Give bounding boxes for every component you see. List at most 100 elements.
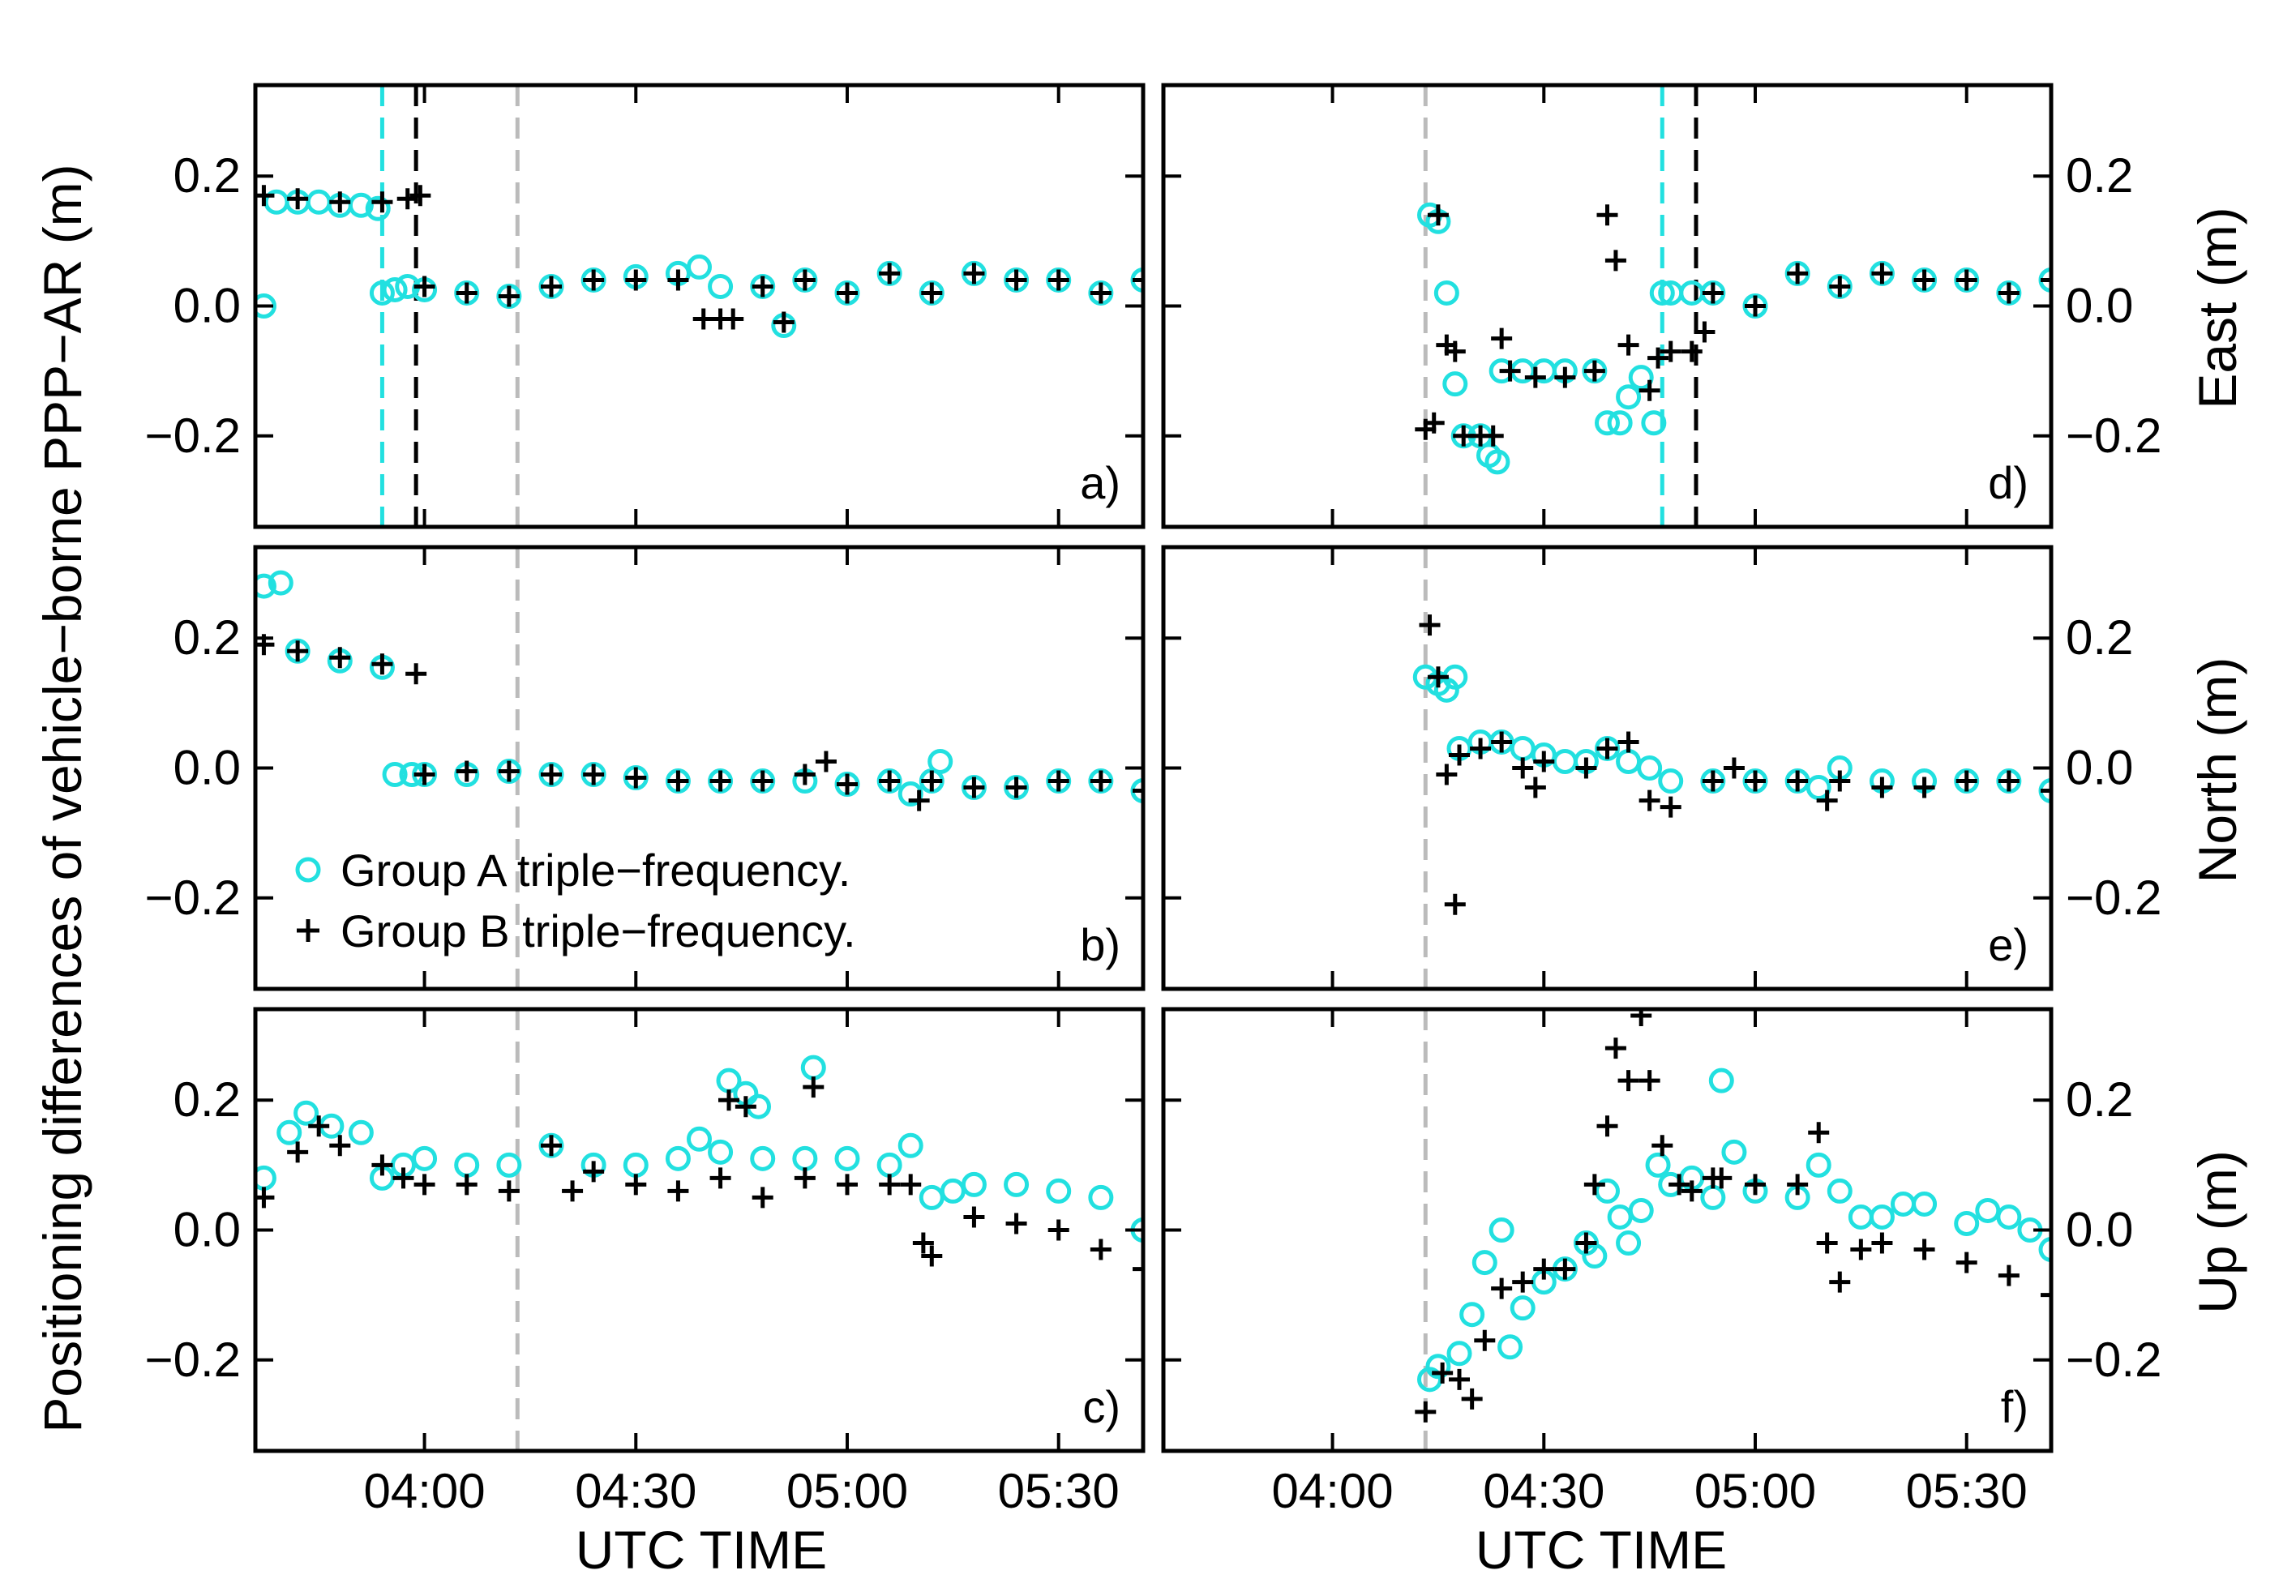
panel-d-plot-area: [1415, 202, 2051, 475]
group-b-point: [625, 269, 647, 291]
right-label-north: North (m): [2187, 657, 2247, 884]
y-tick-label: −0.2: [2066, 1333, 2161, 1387]
legend: Group A triple−frequency. Group B triple…: [295, 845, 856, 956]
panel-label-d: d): [1988, 457, 2028, 508]
group-b-point: [837, 1174, 858, 1196]
group-b-point: [921, 770, 943, 792]
group-a-point: [1607, 1204, 1633, 1230]
group-b-point: [1461, 1388, 1483, 1410]
group-a-point: [1595, 410, 1620, 436]
group-b-point: [1617, 731, 1639, 753]
group-b-point: [392, 1167, 414, 1189]
group-b-point: [879, 263, 901, 285]
group-a-point: [750, 1145, 776, 1171]
group-b-point: [1702, 282, 1724, 304]
group-b-point: [1583, 360, 1605, 382]
group-b-point: [1998, 282, 2020, 304]
group-b-point: [1554, 1258, 1576, 1280]
panel-d-frame: [1161, 83, 2054, 529]
y-axis-title: Positioning differences of vehicle−borne…: [32, 164, 92, 1432]
group-b-point: [371, 653, 393, 675]
panel-f-plot-area: [1415, 1009, 2051, 1423]
group-b-point: [794, 269, 816, 291]
group-b-point: [667, 269, 689, 291]
panel-a-frame: [253, 83, 1146, 529]
panel-d: 0.2 0.0 −0.2 d): [1161, 83, 2161, 529]
group-a-point: [1489, 1217, 1514, 1243]
group-b-point: [718, 1089, 739, 1111]
y-tick-label: −0.2: [145, 1333, 241, 1387]
group-b-point: [1617, 334, 1639, 356]
group-a-point: [1645, 1152, 1671, 1178]
group-a-point: [1700, 1184, 1726, 1210]
panel-label-e: e): [1988, 919, 2028, 970]
group-b-point: [1829, 1271, 1851, 1293]
x-tick-label: 04:00: [363, 1464, 485, 1518]
group-b-point: [1998, 770, 2020, 792]
group-b-point: [625, 767, 647, 789]
group-b-point: [1090, 282, 1112, 304]
group-a-point: [1975, 1197, 2001, 1223]
y-tick-label: 0.0: [2066, 741, 2133, 795]
group-b-point: [912, 1232, 934, 1254]
y-tick-label: 0.2: [2066, 1072, 2133, 1127]
group-a-point: [708, 273, 734, 299]
group-a-point: [348, 192, 374, 218]
group-b-point: [287, 188, 309, 210]
group-b-point: [413, 764, 435, 785]
group-a-point: [1552, 748, 1578, 774]
group-b-point: [1723, 757, 1745, 779]
group-b-point: [1596, 1115, 1618, 1137]
legend-marker-group-a: [295, 857, 321, 883]
group-b-point: [1660, 340, 1681, 362]
group-b-point: [498, 285, 520, 307]
group-b-point: [900, 1174, 922, 1196]
panel-b-plot-area: [255, 570, 1143, 811]
group-a-point: [454, 1152, 480, 1178]
group-b-point: [1533, 751, 1555, 772]
legend-label-group-b: Group B triple−frequency.: [341, 905, 856, 956]
group-b-point: [794, 764, 816, 785]
group-b-point: [1787, 1174, 1809, 1196]
y-tick-label: −0.2: [145, 871, 241, 925]
group-a-point: [1806, 775, 1831, 801]
group-a-point: [369, 280, 395, 306]
group-a-point: [897, 781, 923, 807]
group-b-point: [1829, 276, 1851, 297]
group-b-point: [1711, 1167, 1733, 1189]
group-a-point: [1637, 755, 1663, 781]
group-b-point: [752, 276, 773, 297]
group-b-point: [1630, 1009, 1652, 1027]
group-a-point: [365, 195, 391, 221]
group-a-point: [1912, 1191, 1938, 1217]
group-b-point: [1005, 1213, 1027, 1234]
group-b-point: [1423, 412, 1445, 434]
group-a-point: [1088, 1184, 1114, 1210]
y-tick-label: 0.0: [173, 279, 241, 333]
group-a-point: [1891, 1191, 1916, 1217]
group-b-point: [1090, 1239, 1112, 1260]
group-b-point: [1133, 1258, 1143, 1280]
group-b-point: [1005, 777, 1027, 798]
group-b-point: [2041, 780, 2051, 802]
panel-c-frame: [253, 1007, 1146, 1453]
group-a-point: [876, 1152, 902, 1178]
group-b-point: [1702, 770, 1724, 792]
group-b-point: [1604, 1038, 1626, 1059]
group-b-point: [583, 1161, 605, 1183]
group-b-point: [803, 1076, 825, 1098]
group-b-point: [908, 789, 930, 811]
group-a-point: [306, 189, 332, 215]
group-b-point: [1133, 269, 1143, 291]
y-tick-label: 0.0: [2066, 279, 2133, 333]
y-tick-label: 0.2: [173, 1072, 241, 1127]
group-b-point: [1668, 1174, 1690, 1196]
group-a-point: [1708, 1068, 1734, 1093]
x-tick-label: 05:00: [786, 1464, 908, 1518]
group-b-point: [1499, 360, 1521, 382]
group-a-point: [1658, 768, 1684, 794]
group-b-point: [1512, 1271, 1534, 1293]
group-a-point: [919, 1184, 945, 1210]
group-a-point: [940, 1178, 966, 1204]
panel-label-b: b): [1080, 919, 1120, 970]
